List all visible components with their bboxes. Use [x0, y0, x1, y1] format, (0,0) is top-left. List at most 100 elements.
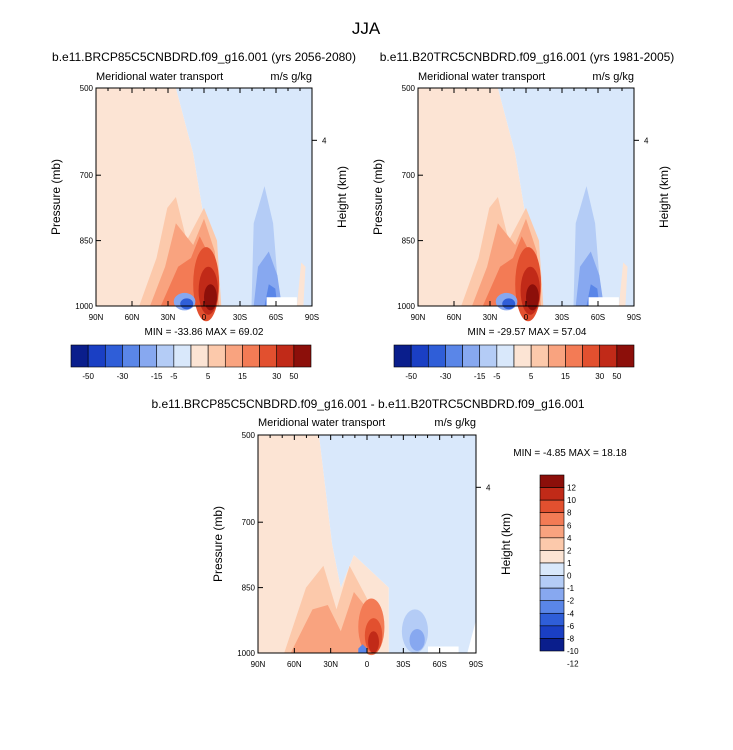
- y-axis-label-right: Height (km): [657, 166, 671, 228]
- colorbar-box: [445, 344, 463, 368]
- right-tick-label: 4: [644, 136, 649, 145]
- colorbar-box: [190, 344, 209, 368]
- y-tick-label: 500: [402, 84, 416, 93]
- colorbar-label: -4: [567, 609, 575, 618]
- x-tick-label: 60N: [125, 313, 140, 322]
- colorbar-label: 12: [567, 484, 576, 493]
- positive-contour-6: [204, 284, 217, 311]
- colorbar-box: [539, 625, 565, 639]
- positive-contour-2: [290, 592, 376, 653]
- x-tick-label: 30N: [323, 660, 338, 669]
- colorbar-label: -30: [117, 372, 129, 381]
- colorbar-label: 50: [612, 372, 621, 381]
- positive-contour-5: [368, 631, 379, 653]
- x-tick-label: 0: [202, 313, 207, 322]
- colorbar-label: 15: [561, 372, 570, 381]
- colorbar-box: [87, 344, 106, 368]
- colorbar-label: -5: [170, 372, 178, 381]
- panel-1-title: b.e11.BRCP85C5CNBDRD.f09_g16.001 (yrs 20…: [52, 50, 356, 64]
- colorbar-label: -15: [151, 372, 163, 381]
- y-tick-label: 1000: [75, 302, 93, 311]
- colorbar-label: 8: [567, 509, 572, 518]
- colorbar-label: 15: [238, 372, 247, 381]
- colorbar-box: [259, 344, 278, 368]
- colorbar-box: [565, 344, 583, 368]
- positive-sliver: [296, 262, 306, 306]
- negative-surface-2: [502, 298, 516, 310]
- positive-sliver: [618, 262, 628, 306]
- panel-3-title: b.e11.BRCP85C5CNBDRD.f09_g16.001 - b.e11…: [151, 397, 584, 411]
- colorbar-label: -6: [567, 622, 575, 631]
- colorbar-label: -1: [567, 584, 575, 593]
- colorbar-label: 2: [567, 546, 572, 555]
- panel-2-right-label: m/s g/kg: [592, 71, 634, 83]
- colorbar-box: [539, 562, 565, 576]
- colorbar-label: 4: [567, 534, 572, 543]
- right-tick-label: 4: [486, 483, 491, 492]
- y-tick-label: 850: [242, 584, 256, 593]
- colorbar-box: [207, 344, 226, 368]
- colorbar-label: -50: [82, 372, 94, 381]
- y-axis-label-right: Height (km): [335, 166, 349, 228]
- colorbar-label: -5: [493, 372, 501, 381]
- negative-region: [319, 435, 476, 653]
- colorbar-box: [104, 344, 123, 368]
- colorbar-label: 6: [567, 521, 572, 530]
- y-tick-label: 850: [402, 237, 416, 246]
- colorbar-box: [539, 499, 565, 514]
- y-tick-label: 700: [80, 171, 94, 180]
- colorbar-box: [139, 344, 158, 368]
- figure-title: JJA: [352, 19, 381, 38]
- colorbar-box: [539, 638, 565, 652]
- panel-2-title: b.e11.B20TRC5CNBDRD.f09_g16.001 (yrs 198…: [380, 50, 675, 64]
- colorbar-box: [479, 344, 498, 368]
- negative-surface-2: [180, 298, 194, 310]
- colorbar-box: [462, 344, 481, 368]
- x-tick-label: 30N: [483, 313, 498, 322]
- x-tick-label: 90S: [469, 660, 483, 669]
- y-tick-label: 1000: [237, 649, 255, 658]
- colorbar-box: [224, 344, 243, 368]
- positive-contour-6: [526, 284, 539, 311]
- colorbar-box: [276, 344, 295, 368]
- colorbar-label: -30: [440, 372, 452, 381]
- colorbar-box: [539, 537, 565, 551]
- panel-2: 90N 60N 30N 0 30S 60S 90S 500 700 850 1000 4 Pressur…: [371, 84, 671, 322]
- colorbar-box: [539, 587, 565, 602]
- colorbar-box: [393, 344, 412, 368]
- colorbar-label: 5: [529, 372, 534, 381]
- x-tick-label: 30S: [555, 313, 569, 322]
- colorbar-label: -10: [567, 647, 579, 656]
- x-tick-label: 60S: [591, 313, 605, 322]
- colorbar-box: [616, 344, 635, 368]
- y-tick-label: 500: [80, 84, 94, 93]
- x-tick-label: 30S: [396, 660, 410, 669]
- colorbar-label: -50: [405, 372, 417, 381]
- colorbar-box: [539, 550, 565, 564]
- colorbar-box: [539, 487, 565, 501]
- colorbar-box: [427, 344, 446, 368]
- colorbar-box: [539, 474, 565, 488]
- colorbar-label: -2: [567, 597, 575, 606]
- x-tick-label: 0: [365, 660, 370, 669]
- colorbar-label: 30: [595, 372, 604, 381]
- missing-region: [588, 297, 619, 306]
- colorbar-label: -12: [567, 660, 579, 669]
- x-tick-label: 60S: [433, 660, 447, 669]
- colorbar-box: [599, 344, 618, 368]
- y-tick-label: 700: [242, 518, 256, 527]
- x-tick-label: 60S: [269, 313, 283, 322]
- panel-1-minmax: MIN = -33.86 MAX = 69.02: [145, 327, 264, 338]
- colorbar-label: -15: [474, 372, 486, 381]
- negative-lobe-2: [409, 629, 425, 651]
- x-tick-label: 90N: [251, 660, 266, 669]
- panel-1: 90N 60N 30N 0 30S 60S 90S 500 700 850 1000 4 Pressur…: [49, 84, 349, 322]
- y-axis-label: Pressure (mb): [49, 159, 63, 235]
- colorbar-box: [582, 344, 601, 368]
- colorbar-box: [496, 344, 515, 368]
- x-tick-label: 90S: [305, 313, 319, 322]
- y-tick-label: 1000: [397, 302, 415, 311]
- x-tick-label: 90S: [627, 313, 641, 322]
- colorbar-box: [547, 344, 566, 368]
